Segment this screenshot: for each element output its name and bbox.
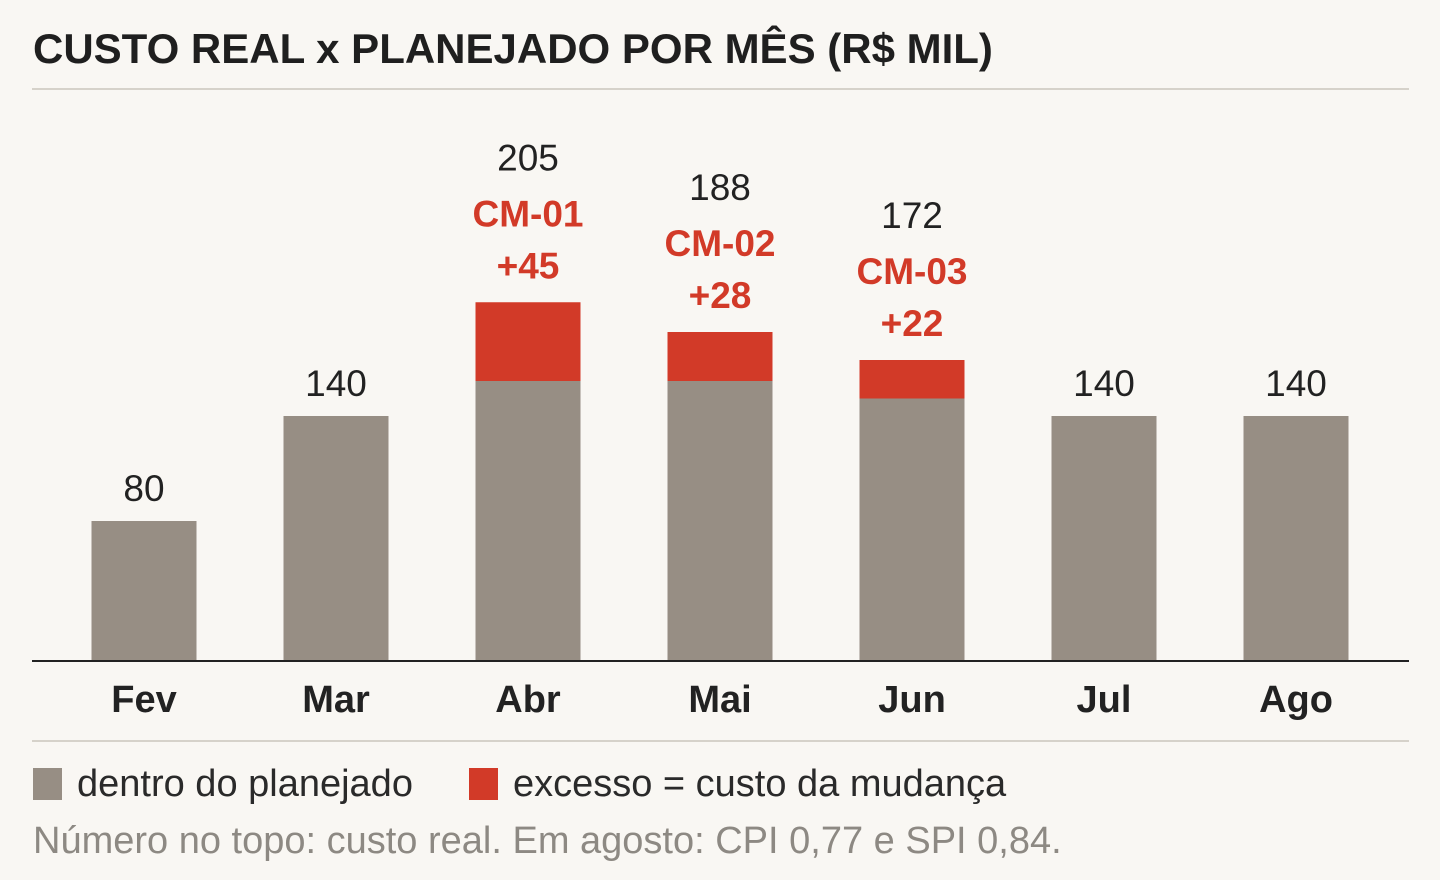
change-delta-label-abr: +45 xyxy=(497,245,560,286)
bar-planned-mai xyxy=(667,381,773,661)
total-label-abr: 205 xyxy=(497,137,559,178)
legend-label-excess: excesso = custo da mudança xyxy=(512,762,1007,805)
change-code-label-mai: CM-02 xyxy=(664,223,775,264)
total-label-fev: 80 xyxy=(123,468,164,509)
total-label-jul: 140 xyxy=(1073,363,1135,404)
change-delta-label-jun: +22 xyxy=(881,303,944,344)
bar-planned-mar xyxy=(283,416,389,661)
change-code-label-jun: CM-03 xyxy=(856,251,967,292)
bar-chart: 80 Fev 140 Mar CM-01 +45 205 Abr CM-02 +28 188 Mai C… xyxy=(32,137,1409,721)
total-label-ago: 140 xyxy=(1265,363,1327,404)
legend-item-planned: dentro do planejado xyxy=(33,763,413,806)
footnote: Número no topo: custo real. Em agosto: C… xyxy=(33,820,1062,862)
category-label-jun: Jun xyxy=(878,679,946,721)
legend-swatch-planned xyxy=(33,768,62,800)
legend: dentro do planejado excesso = custo da m… xyxy=(33,762,1062,806)
category-label-mai: Mai xyxy=(688,679,751,721)
legend-divider xyxy=(32,740,1409,742)
chart-title: CUSTO REAL x PLANEJADO POR MÊS (R$ MIL) xyxy=(33,25,993,72)
change-delta-label-mai: +28 xyxy=(689,275,752,316)
change-code-label-abr: CM-01 xyxy=(472,193,583,234)
bar-excess-mai xyxy=(667,332,773,381)
legend-swatch-excess xyxy=(468,768,498,800)
total-label-jun: 172 xyxy=(881,195,943,236)
category-label-mar: Mar xyxy=(302,679,370,721)
category-label-fev: Fev xyxy=(111,679,176,721)
bar-excess-jun xyxy=(859,360,965,399)
total-label-mai: 188 xyxy=(689,167,751,208)
category-label-ago: Ago xyxy=(1259,679,1333,721)
category-label-jul: Jul xyxy=(1077,679,1132,721)
bar-planned-abr xyxy=(475,381,581,661)
bar-planned-jun xyxy=(859,398,965,661)
bar-planned-ago xyxy=(1243,416,1349,661)
bar-excess-abr xyxy=(475,302,581,381)
legend-item-excess: excesso = custo da mudança xyxy=(468,762,1007,806)
category-label-abr: Abr xyxy=(495,679,561,721)
bar-planned-jul xyxy=(1051,416,1157,661)
title-divider xyxy=(32,88,1409,90)
total-label-mar: 140 xyxy=(305,363,367,404)
bar-planned-fev xyxy=(91,521,197,661)
legend-label-planned: dentro do planejado xyxy=(77,762,413,805)
